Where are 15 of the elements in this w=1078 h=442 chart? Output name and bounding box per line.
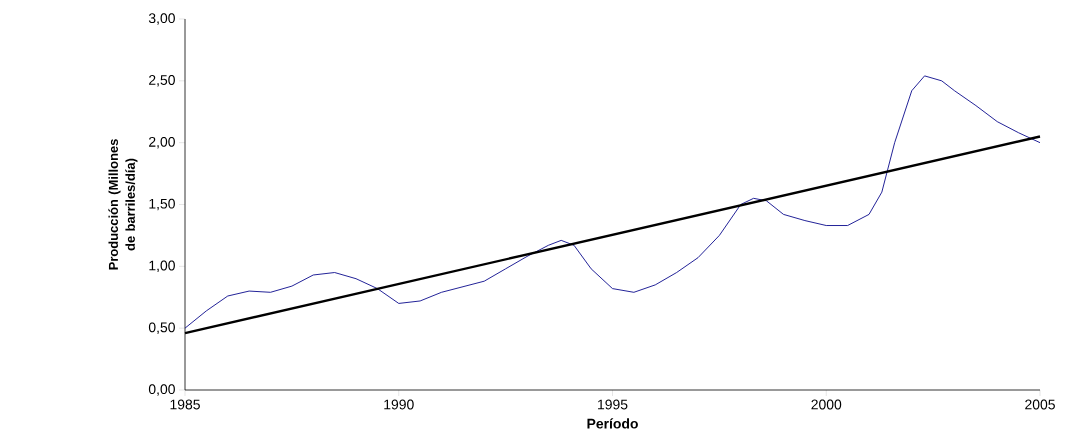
y-tick-label: 1,00	[149, 260, 175, 273]
y-tick-label: 1,50	[149, 198, 175, 211]
line-series	[184, 75, 1041, 329]
x-axis-title: Período	[587, 418, 638, 429]
y-tick-label: 0,50	[148, 322, 175, 334]
x-tick-label: 1995	[598, 399, 628, 410]
x-tick-label: 1990	[384, 399, 414, 410]
y-axis-title: Producción (Millones de barriles/día)	[108, 139, 138, 270]
y-tick-label: 2,50	[149, 75, 175, 87]
x-tick-label: 2000	[811, 399, 842, 410]
y-tick-label: 3,00	[148, 13, 175, 25]
y-tick-label: 2,00	[149, 136, 175, 149]
y-tick-label: 0,00	[148, 384, 175, 396]
x-tick-label: 2005	[1025, 399, 1055, 410]
x-tick-label: 1985	[170, 399, 200, 410]
